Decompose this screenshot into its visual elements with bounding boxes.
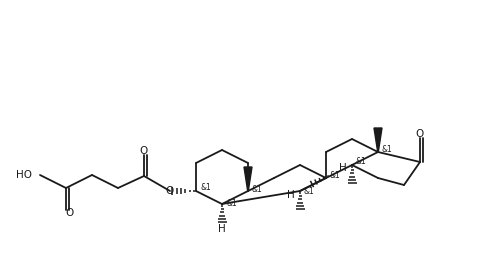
Text: &1: &1 — [382, 144, 393, 153]
Text: &1: &1 — [251, 185, 263, 193]
Text: O: O — [166, 186, 174, 196]
Text: H: H — [218, 224, 226, 234]
Text: &1: &1 — [356, 157, 366, 166]
Text: H: H — [287, 190, 295, 200]
Text: &1: &1 — [330, 170, 340, 179]
Polygon shape — [374, 128, 382, 152]
Text: H: H — [339, 163, 347, 173]
Text: &1: &1 — [303, 186, 314, 195]
Text: O: O — [416, 129, 424, 139]
Text: &1: &1 — [227, 199, 237, 208]
Text: HO: HO — [16, 170, 32, 180]
Text: O: O — [66, 208, 74, 218]
Text: O: O — [140, 146, 148, 156]
Polygon shape — [244, 167, 252, 191]
Text: &1: &1 — [201, 183, 211, 192]
